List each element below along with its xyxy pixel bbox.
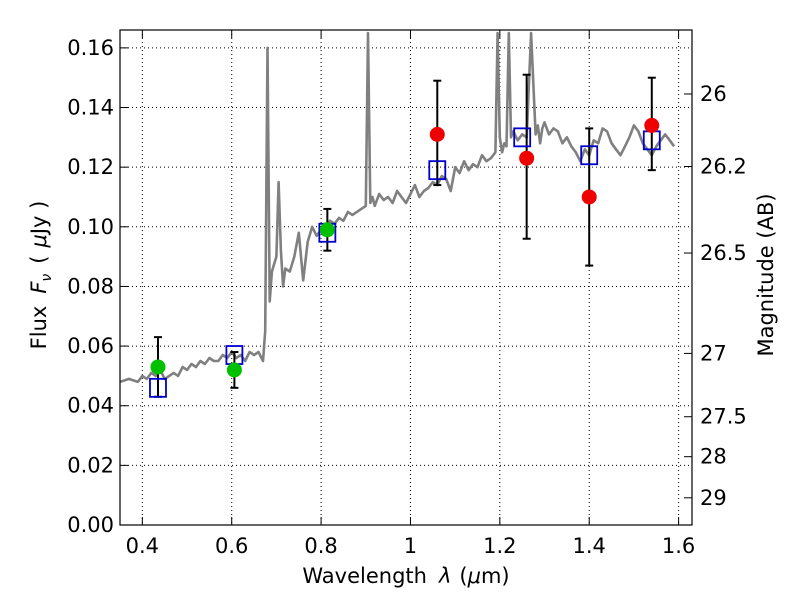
x-tick-label: 0.4 [126,534,159,558]
y2-tick-label: 27 [700,341,727,365]
y-tick-label: 0.04 [67,394,114,418]
error-bars [153,73,656,398]
y2-tick-label: 26 [700,82,727,106]
y-tick-label: 0.00 [67,513,114,537]
photometry-point-marker [226,362,242,378]
photometry-point-marker [429,126,445,142]
y2-tick-label: 26.2 [700,154,747,178]
y2-tick-label: 27.5 [700,405,747,429]
y2-tick-label: 26.5 [700,241,747,265]
x-tick-label: 1.4 [573,534,606,558]
model-square-marker [149,377,167,398]
grid-lines [120,30,692,526]
axis-ticks: 0.4 0.6 0.8 1 1.2 1.4 1.6 0.00 0.02 0.04 0.06 0.08 0… [67,30,747,558]
x-tick-label: 1.6 [662,534,695,558]
y-tick-label: 0.14 [67,96,114,120]
y2-tick-label: 28 [700,445,727,469]
model-square-marker [513,127,532,148]
y-axis-label: FluxFν(μJy ) [27,201,55,350]
model-square-marker [580,145,599,166]
photometry-point-marker [150,359,166,375]
x-tick-label: 0.8 [304,534,337,558]
plot-frame [119,29,693,526]
y-tick-label: 0.08 [67,274,114,298]
template-spectrum-layer [119,31,676,384]
y-tick-label: 0.12 [67,155,114,179]
photometry-point-marker [319,222,335,238]
photometry-point-marker [519,150,535,166]
y-tick-label: 0.06 [67,334,114,358]
x-tick-label: 1 [404,534,417,558]
data-markers [149,117,661,398]
photometry-point-marker [581,189,597,205]
y-tick-label: 0.10 [67,215,114,239]
y2-axis-label: Magnitude (AB) [754,193,778,356]
y-tick-label: 0.16 [67,36,114,60]
x-axis-label: Wavelength λ (μm) [302,564,509,588]
photometry-point-marker [644,117,660,133]
x-tick-label: 1.2 [483,534,516,558]
y-tick-label: 0.02 [67,453,114,477]
template-spectrum-line [119,31,676,384]
x-tick-label: 0.6 [215,534,248,558]
model-square-marker [428,160,447,181]
y2-tick-label: 29 [700,486,727,510]
